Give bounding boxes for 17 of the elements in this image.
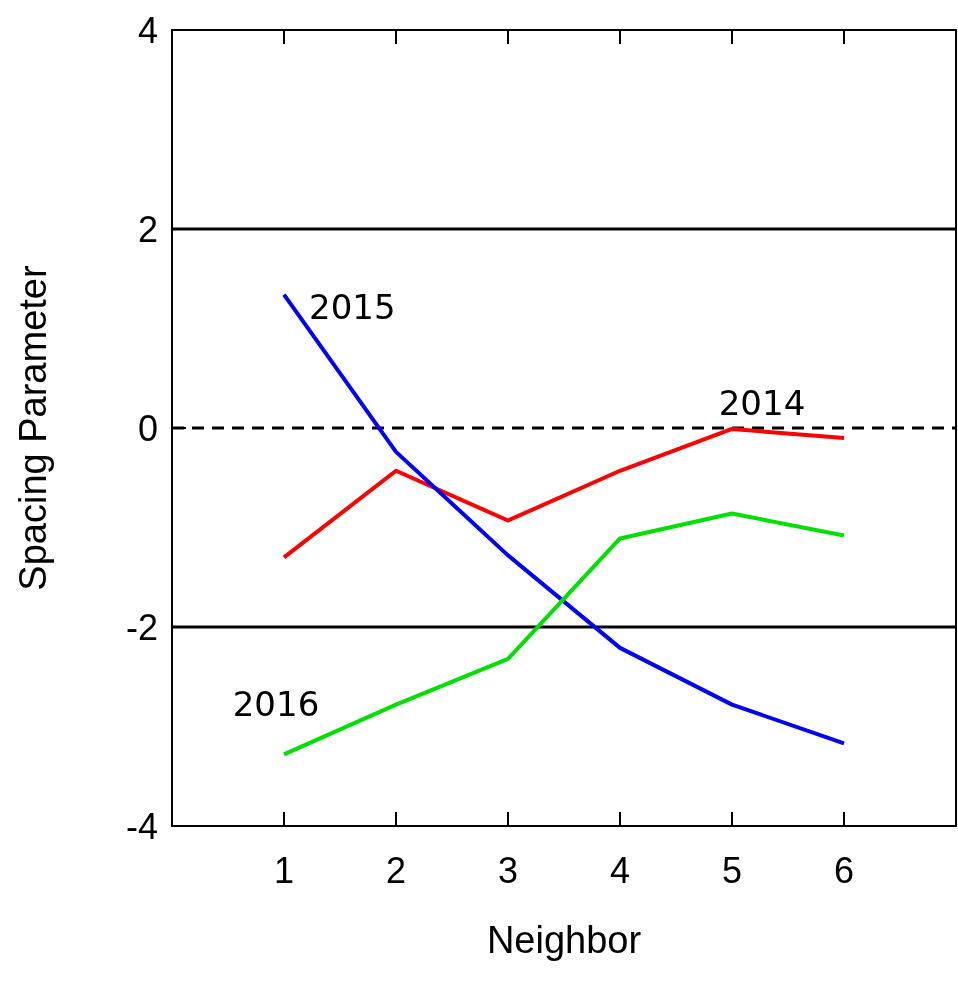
y-tick-label: 4 [137,9,158,51]
line-series [282,427,846,560]
x-tick-label: 2 [385,849,407,891]
series-label: 2016 [232,684,320,725]
series-label: 2014 [718,382,806,423]
y-tick-label: -2 [125,606,158,648]
x-tick-label: 6 [833,849,855,891]
x-tick-label: 4 [609,849,631,891]
x-tick-label: 1 [273,849,295,891]
series-label: 2015 [309,286,396,327]
x-tick-label: 3 [497,849,519,891]
y-tick-label: -4 [125,805,158,847]
y-tick-label: 0 [137,407,158,449]
y-tick-label: 2 [137,208,158,250]
y-axis-title: Spacing Parameter [12,265,54,591]
x-axis-title: Neighbor [486,919,642,961]
x-tick-label: 5 [721,849,743,891]
